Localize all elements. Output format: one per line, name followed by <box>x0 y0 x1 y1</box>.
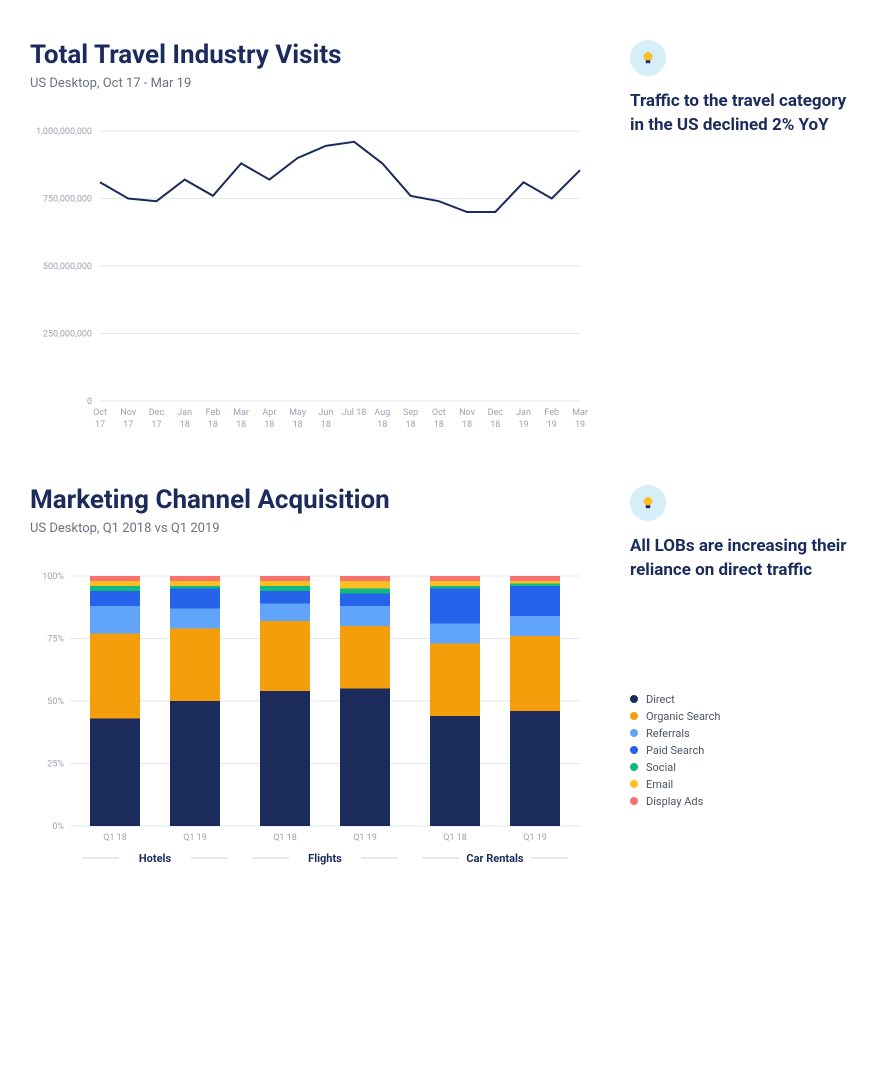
svg-text:18: 18 <box>208 420 218 430</box>
lightbulb-icon <box>630 485 666 521</box>
chart2-column: Marketing Channel Acquisition US Desktop… <box>30 485 590 880</box>
svg-text:19: 19 <box>547 420 557 430</box>
chart2-insight-column: All LOBs are increasing their reliance o… <box>630 485 854 880</box>
svg-text:18: 18 <box>462 420 472 430</box>
svg-text:Aug: Aug <box>374 408 390 418</box>
chart2-svg: 0% 25% 50% 75% 100% Q1 18 Q1 19 Q1 18 Q1 19 Q1 18… <box>30 566 590 876</box>
svg-text:Q1 19: Q1 19 <box>353 833 377 843</box>
svg-text:Feb: Feb <box>206 408 221 418</box>
svg-text:Mar: Mar <box>572 408 588 418</box>
legend-dot-icon <box>630 746 638 754</box>
section-visits: Total Travel Industry Visits US Desktop,… <box>30 40 854 445</box>
svg-text:19: 19 <box>575 420 585 430</box>
svg-text:18: 18 <box>406 420 416 430</box>
svg-text:17: 17 <box>95 420 105 430</box>
svg-text:Q1 18: Q1 18 <box>103 833 127 843</box>
chart1-insight-column: Traffic to the travel category in the US… <box>630 40 854 445</box>
svg-text:0%: 0% <box>52 822 64 832</box>
legend-dot-icon <box>630 797 638 805</box>
legend-label: Social <box>646 761 676 774</box>
svg-text:17: 17 <box>151 420 161 430</box>
svg-text:Jun: Jun <box>318 408 333 418</box>
lightbulb-icon <box>630 40 666 76</box>
svg-text:250,000,000: 250,000,000 <box>43 330 92 340</box>
svg-text:Feb: Feb <box>544 408 559 418</box>
svg-text:Nov: Nov <box>120 408 136 418</box>
svg-text:0: 0 <box>87 397 92 407</box>
svg-text:Dec: Dec <box>488 408 504 418</box>
svg-text:Jan: Jan <box>177 408 192 418</box>
legend-label: Organic Search <box>646 710 720 723</box>
svg-text:100%: 100% <box>42 572 64 582</box>
svg-text:Mar: Mar <box>233 408 249 418</box>
legend-item: Display Ads <box>630 795 854 808</box>
legend-dot-icon <box>630 695 638 703</box>
legend-label: Paid Search <box>646 744 704 757</box>
svg-text:75%: 75% <box>47 635 64 645</box>
svg-text:May: May <box>289 408 307 418</box>
svg-text:Car Rentals: Car Rentals <box>466 852 524 865</box>
legend-label: Referrals <box>646 727 690 740</box>
chart2-legend: Direct Organic Search Referrals Paid Search… <box>630 693 854 808</box>
svg-text:Q1 19: Q1 19 <box>523 833 547 843</box>
legend-item: Social <box>630 761 854 774</box>
svg-text:750,000,000: 750,000,000 <box>43 195 92 205</box>
svg-text:Q1 18: Q1 18 <box>443 833 467 843</box>
chart2-title: Marketing Channel Acquisition <box>30 485 590 515</box>
legend-dot-icon <box>630 712 638 720</box>
svg-text:Sep: Sep <box>403 408 418 418</box>
chart1-insight-text: Traffic to the travel category in the US… <box>630 90 854 138</box>
svg-text:18: 18 <box>236 420 246 430</box>
svg-text:1,000,000,000: 1,000,000,000 <box>36 127 92 137</box>
legend-dot-icon <box>630 763 638 771</box>
svg-text:Apr: Apr <box>262 408 276 418</box>
chart1-svg: 0 250,000,000 500,000,000 750,000,000 1,000,… <box>30 121 590 441</box>
svg-text:Q1 19: Q1 19 <box>183 833 207 843</box>
legend-item: Paid Search <box>630 744 854 757</box>
svg-text:Nov: Nov <box>459 408 475 418</box>
svg-text:Oct: Oct <box>432 408 446 418</box>
svg-text:17: 17 <box>123 420 133 430</box>
chart1-title: Total Travel Industry Visits <box>30 40 590 70</box>
legend-dot-icon <box>630 729 638 737</box>
svg-text:50%: 50% <box>47 697 64 707</box>
svg-text:18: 18 <box>434 420 444 430</box>
chart1-subtitle: US Desktop, Oct 17 - Mar 19 <box>30 76 590 91</box>
legend-item: Email <box>630 778 854 791</box>
svg-text:Dec: Dec <box>149 408 165 418</box>
legend-label: Email <box>646 778 673 791</box>
chart1-column: Total Travel Industry Visits US Desktop,… <box>30 40 590 445</box>
svg-text:18: 18 <box>264 420 274 430</box>
svg-text:18: 18 <box>180 420 190 430</box>
legend-item: Referrals <box>630 727 854 740</box>
svg-text:500,000,000: 500,000,000 <box>43 262 92 272</box>
svg-text:Jan: Jan <box>516 408 531 418</box>
svg-text:25%: 25% <box>47 760 64 770</box>
legend-item: Direct <box>630 693 854 706</box>
svg-text:Jul 18: Jul 18 <box>342 408 366 418</box>
svg-text:Oct: Oct <box>93 408 107 418</box>
svg-text:18: 18 <box>293 420 303 430</box>
svg-text:Flights: Flights <box>308 852 342 865</box>
svg-text:18: 18 <box>490 420 500 430</box>
section-channels: Marketing Channel Acquisition US Desktop… <box>30 485 854 880</box>
chart2-subtitle: US Desktop, Q1 2018 vs Q1 2019 <box>30 521 590 536</box>
svg-text:18: 18 <box>377 420 387 430</box>
legend-item: Organic Search <box>630 710 854 723</box>
svg-text:Hotels: Hotels <box>139 852 172 865</box>
svg-text:19: 19 <box>518 420 528 430</box>
legend-dot-icon <box>630 780 638 788</box>
chart2-insight-text: All LOBs are increasing their reliance o… <box>630 535 854 583</box>
svg-text:Q1 18: Q1 18 <box>273 833 297 843</box>
svg-text:18: 18 <box>321 420 331 430</box>
legend-label: Direct <box>646 693 675 706</box>
legend-label: Display Ads <box>646 795 703 808</box>
